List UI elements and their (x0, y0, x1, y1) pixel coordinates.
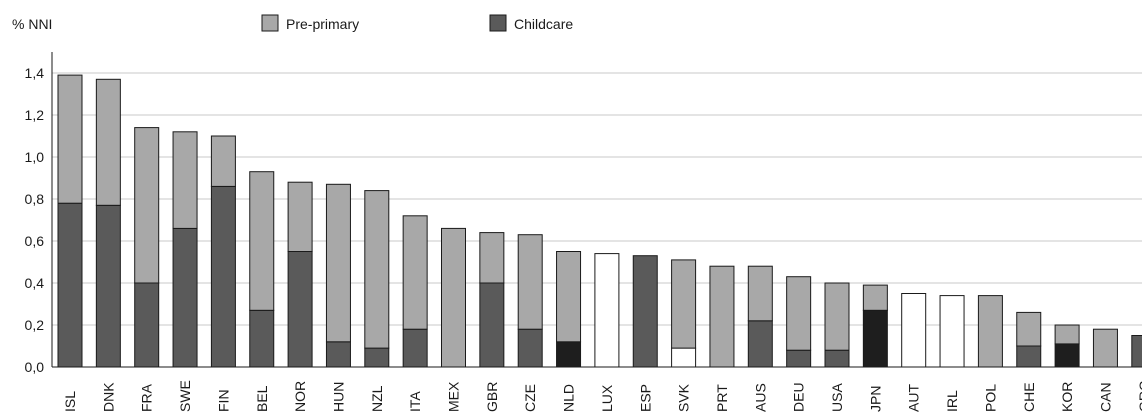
y-tick-label: 1,0 (25, 149, 45, 165)
y-axis-ticks: 0,0 0,2 0,4 0,6 0,8 1,0 1,2 1,4 (25, 65, 45, 375)
x-tick-label: ISL (62, 391, 78, 412)
bar-pre-primary-fin (210, 135, 236, 187)
legend: Pre-primary Childcare (261, 14, 573, 32)
x-tick-label: FRA (139, 383, 155, 412)
bar-childcare-hun (325, 341, 351, 368)
x-tick-label: SVK (676, 383, 692, 412)
bar-pre-primary-bel (249, 171, 275, 311)
legend-label-pre-primary: Pre-primary (286, 16, 359, 32)
x-tick-label: LUX (599, 384, 615, 412)
x-tick-label: PRT (714, 384, 730, 412)
bar-pre-primary-usa (824, 282, 850, 351)
bar-pre-primary-nld (556, 251, 582, 343)
y-tick-label: 0,2 (25, 317, 45, 333)
bar-childcare-ita (402, 328, 428, 368)
bar-childcare-esp (632, 255, 658, 368)
x-tick-label: IRL (944, 390, 960, 412)
legend-label-childcare: Childcare (514, 16, 573, 32)
y-tick-label: 0,4 (25, 275, 45, 291)
bar-childcare-svk (671, 347, 697, 368)
bar-childcare-aus (747, 320, 773, 368)
x-tick-label: BEL (254, 385, 270, 412)
y-tick-label: 1,4 (25, 65, 45, 81)
x-tick-label: NZL (369, 385, 385, 412)
bar-pre-primary-hun (325, 183, 351, 343)
bar-childcare-bel (249, 309, 275, 368)
x-tick-label: FIN (215, 389, 231, 412)
bars (57, 74, 1142, 368)
y-tick-label: 0,6 (25, 233, 45, 249)
x-tick-label: DNK (100, 382, 116, 412)
x-tick-label: AUT (906, 384, 922, 412)
bar-childcare-che (1016, 345, 1042, 368)
bar-childcare-swe (172, 227, 198, 368)
bar-childcare-isl (57, 202, 83, 368)
y-tick-label: 1,2 (25, 107, 45, 123)
bar-pre-primary-kor (1054, 324, 1080, 345)
bar-childcare-jpn (862, 309, 888, 368)
bar-childcare-deu (786, 349, 812, 368)
bar-total-irl (939, 295, 965, 368)
x-tick-label: HUN (330, 382, 346, 412)
bar-total-lux (594, 253, 620, 368)
bar-pre-primary-cze (517, 234, 543, 330)
bar-pre-primary-isl (57, 74, 83, 204)
x-tick-label: CHE (1021, 382, 1037, 412)
bar-pre-primary-aus (747, 265, 773, 322)
bar-pre-primary-mex (441, 227, 466, 368)
bar-pre-primary-fra (134, 127, 160, 284)
bar-childcare-fin (210, 185, 236, 368)
bar-pre-primary-gbr (479, 232, 505, 284)
bar-total-aut (901, 293, 927, 368)
x-tick-label: CAN (1097, 382, 1113, 412)
bar-childcare-nor (287, 251, 313, 368)
bar-pre-primary-prt (709, 265, 735, 368)
bar-childcare-nld (556, 341, 582, 368)
x-tick-label: POL (982, 384, 998, 412)
bar-pre-primary-can (1092, 328, 1118, 368)
x-tick-label: DEU (791, 382, 807, 412)
x-tick-label: MEX (446, 381, 462, 412)
x-tick-label: ESP (637, 384, 653, 412)
x-tick-label: NLD (561, 384, 577, 412)
x-tick-label: ITA (407, 391, 423, 412)
bar-pre-primary-nor (287, 181, 313, 252)
legend-swatch-childcare (489, 14, 507, 32)
bar-childcare-gbr (479, 282, 505, 368)
x-tick-label: CZE (522, 384, 538, 412)
axes (51, 52, 1142, 368)
x-tick-label: SWE (177, 380, 193, 412)
y-axis-label: % NNI (12, 16, 52, 32)
bar-pre-primary-nzl (364, 190, 390, 349)
bar-pre-primary-jpn (862, 284, 888, 311)
legend-swatch-pre-primary (261, 14, 279, 32)
bar-childcare-usa (824, 349, 850, 368)
bar-pre-primary-svk (671, 259, 697, 349)
y-tick-label: 0,0 (25, 359, 45, 375)
bar-pre-primary-deu (786, 276, 812, 351)
bar-pre-primary-che (1016, 311, 1042, 347)
bar-pre-primary-dnk (95, 78, 121, 206)
x-tick-label: AUS (752, 383, 768, 412)
bar-pre-primary-ita (402, 215, 428, 330)
bar-pre-primary-pol (977, 295, 1003, 368)
bar-pre-primary-swe (172, 131, 198, 229)
bar-childcare-grc (1131, 335, 1142, 368)
bar-childcare-cze (517, 328, 543, 368)
x-tick-label: USA (829, 383, 845, 412)
bar-childcare-nzl (364, 347, 390, 368)
bar-childcare-dnk (95, 204, 121, 368)
x-tick-label: NOR (292, 381, 308, 412)
bar-childcare-fra (134, 282, 160, 368)
x-tick-label: GBR (484, 382, 500, 412)
x-tick-label: GRC (1136, 381, 1142, 412)
x-tick-label: JPN (867, 386, 883, 412)
x-axis-labels: ISL DNK FRA SWE FIN BEL NOR HUN NZL ITA MEX GBR CZE N… (62, 380, 1142, 412)
bar-childcare-kor (1054, 343, 1080, 368)
x-tick-label: KOR (1059, 382, 1075, 412)
y-tick-label: 0,8 (25, 191, 45, 207)
